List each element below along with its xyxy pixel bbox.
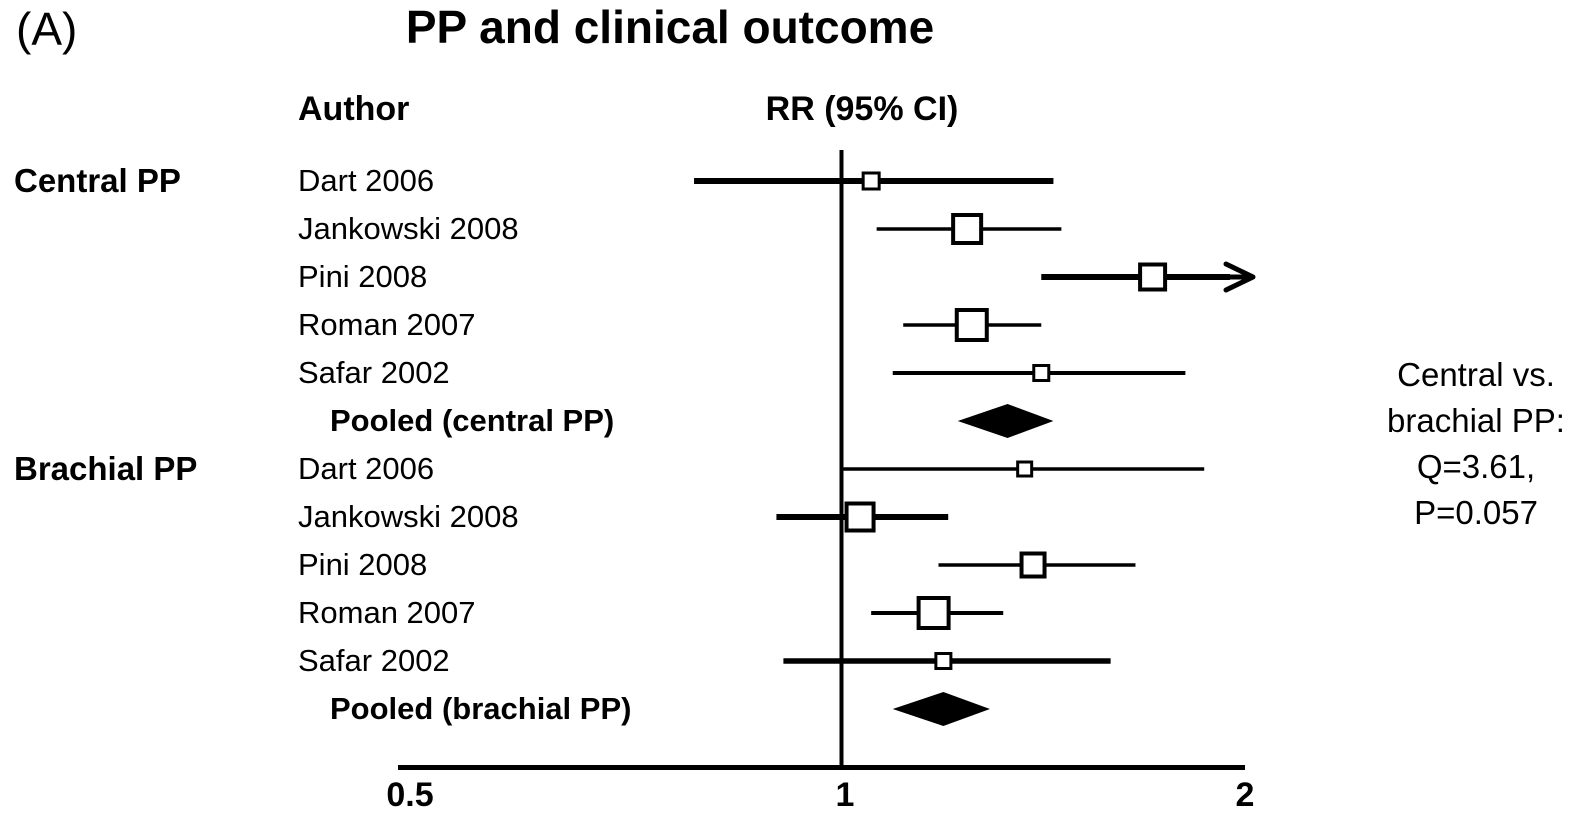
- effect-square: [1016, 460, 1034, 478]
- panel-label: (A): [16, 3, 78, 55]
- row-label-central-jankowski-2008: Jankowski 2008: [298, 211, 519, 246]
- effect-square: [844, 501, 876, 533]
- x-tick-label-1: 1: [835, 776, 855, 814]
- effect-square: [861, 171, 881, 191]
- chart-title: PP and clinical outcome: [405, 1, 935, 53]
- group-label-brachial-pp: Brachial PP: [14, 450, 198, 487]
- pooled-diamond: [892, 692, 990, 726]
- effect-square: [1019, 551, 1047, 579]
- row-label-central-dart-2006: Dart 2006: [298, 163, 435, 198]
- x-tick-label-2: 2: [1235, 776, 1255, 814]
- effect-square: [1032, 364, 1051, 382]
- effect-square: [916, 596, 951, 630]
- row-label-brachial-dart-2006: Dart 2006: [298, 451, 435, 486]
- row-label-pooled-brachial: Pooled (brachial PP): [330, 691, 632, 726]
- annotation-line-1: Central vs.: [1397, 356, 1555, 393]
- rr-column-header: RR (95% CI): [765, 90, 959, 128]
- pooled-diamond: [957, 404, 1054, 438]
- annotation-line-2: brachial PP:: [1387, 402, 1565, 439]
- effect-square: [954, 308, 989, 342]
- effect-square: [951, 213, 984, 245]
- heterogeneity-annotation: Central vs. brachial PP: Q=3.61, P=0.057: [1356, 352, 1583, 536]
- effect-square: [934, 652, 953, 670]
- x-tick-label-0-5: 0.5: [386, 776, 434, 814]
- row-label-central-pini-2008: Pini 2008: [298, 259, 428, 294]
- group-label-central-pp: Central PP: [14, 162, 181, 199]
- row-label-central-safar-2002: Safar 2002: [298, 355, 450, 390]
- row-label-pooled-central: Pooled (central PP): [330, 403, 615, 438]
- row-label-brachial-pini-2008: Pini 2008: [298, 547, 428, 582]
- annotation-line-4: P=0.057: [1414, 494, 1538, 531]
- arrow-right-clipped-ci: [1223, 261, 1256, 293]
- row-label-brachial-roman-2007: Roman 2007: [298, 595, 476, 630]
- effect-square: [1138, 262, 1168, 292]
- row-label-brachial-jankowski-2008: Jankowski 2008: [298, 499, 519, 534]
- author-column-header: Author: [298, 90, 410, 128]
- row-label-brachial-safar-2002: Safar 2002: [298, 643, 450, 678]
- row-label-central-roman-2007: Roman 2007: [298, 307, 476, 342]
- annotation-line-3: Q=3.61,: [1416, 448, 1536, 485]
